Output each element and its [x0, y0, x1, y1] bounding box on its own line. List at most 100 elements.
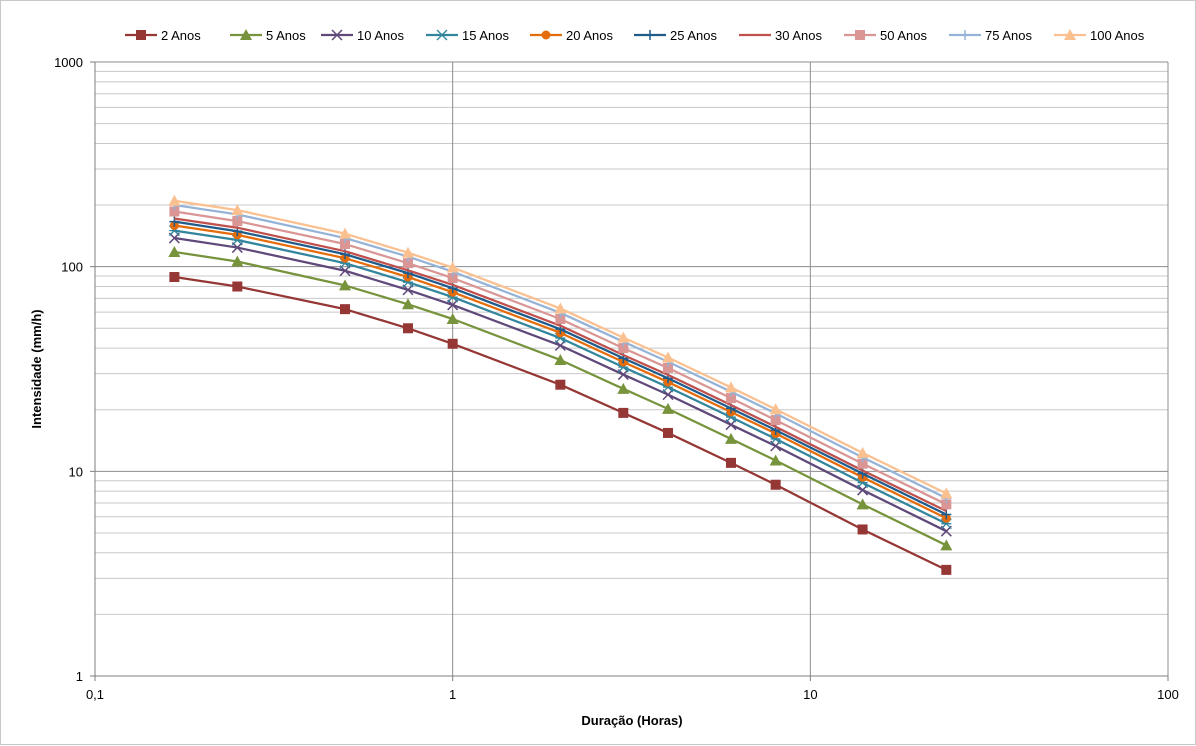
legend-label: 20 Anos [566, 28, 613, 43]
data-point [769, 454, 782, 466]
data-point [618, 343, 629, 354]
data-point [940, 487, 953, 499]
data-point [402, 284, 414, 296]
legend-entry: 75 Anos [949, 28, 1032, 43]
series-line [174, 224, 947, 520]
data-point [770, 479, 781, 490]
data-point [331, 29, 343, 41]
data-point [446, 313, 459, 325]
data-point [402, 323, 413, 334]
data-point [725, 393, 736, 404]
data-point [401, 246, 414, 258]
legend-entry: 50 Anos [844, 28, 927, 43]
data-point [855, 30, 865, 40]
legend-label: 25 Anos [670, 28, 717, 43]
legend-entry: 2 Anos [125, 28, 201, 43]
data-point [769, 403, 782, 415]
data-point [770, 415, 781, 426]
x-tick-label: 10 [803, 687, 817, 702]
y-tick-label: 100 [61, 260, 83, 275]
data-point [169, 272, 180, 283]
data-point [940, 539, 953, 551]
legend-label: 50 Anos [880, 28, 927, 43]
legend-label: 5 Anos [266, 28, 306, 43]
series-100-anos [168, 194, 953, 499]
data-point [662, 402, 675, 414]
data-point [136, 30, 146, 40]
x-axis-title: Duração (Horas) [581, 713, 682, 728]
data-point [941, 509, 952, 520]
series-15-anos [168, 225, 952, 530]
data-point [232, 216, 243, 227]
series-2-anos [169, 272, 952, 575]
data-point [555, 379, 566, 390]
series-30-anos [174, 217, 947, 513]
series [168, 194, 953, 575]
y-tick-label: 1000 [54, 55, 83, 70]
series-line [174, 220, 947, 516]
data-point [447, 273, 458, 284]
data-point [618, 407, 629, 418]
data-point [941, 564, 952, 575]
data-point [856, 446, 869, 458]
data-point [857, 524, 868, 535]
data-point [231, 255, 244, 267]
data-point [240, 29, 252, 40]
legend-entry: 15 Anos [426, 28, 509, 43]
legend-entry: 5 Anos [230, 28, 306, 43]
y-tick-label: 1 [76, 669, 83, 684]
legend-entry: 25 Anos [634, 28, 717, 43]
data-point [338, 279, 351, 291]
data-point [339, 239, 350, 250]
legend-label: 30 Anos [775, 28, 822, 43]
series-line [174, 217, 947, 513]
legend-entry: 30 Anos [739, 28, 822, 43]
data-point [541, 30, 551, 40]
data-point [617, 331, 630, 343]
data-point [663, 362, 674, 373]
legend-entry: 10 Anos [321, 28, 404, 43]
series-line [174, 229, 947, 525]
x-tick-label: 0,1 [86, 687, 104, 702]
series-line [174, 210, 947, 506]
data-point [446, 261, 459, 273]
data-point [645, 30, 655, 40]
data-point [447, 338, 458, 349]
data-point [662, 351, 675, 363]
legend-label: 10 Anos [357, 28, 404, 43]
data-point [168, 245, 181, 257]
data-point [402, 258, 413, 269]
data-point [339, 304, 350, 315]
data-point [231, 204, 244, 216]
data-point [725, 457, 736, 468]
data-point [857, 458, 868, 469]
legend-entry: 100 Anos [1054, 28, 1145, 43]
data-point [447, 299, 459, 311]
data-point [663, 427, 674, 438]
data-point [724, 432, 737, 444]
legend: 2 Anos 5 Anos 10 Anos 15 Anos 20 Anos 25 Anos… [125, 28, 1145, 43]
legend-entry: 20 Anos [530, 28, 613, 43]
data-point [941, 499, 952, 510]
y-tick-label: 10 [69, 464, 83, 479]
x-tick-label: 100 [1157, 687, 1179, 702]
data-point [436, 29, 448, 41]
series-line [174, 236, 947, 533]
legend-label: 75 Anos [985, 28, 1032, 43]
data-point [169, 206, 180, 217]
data-point [168, 194, 181, 206]
data-point [555, 314, 566, 325]
data-point [856, 498, 869, 510]
series-25-anos [169, 216, 952, 520]
legend-label: 15 Anos [462, 28, 509, 43]
data-point [554, 302, 567, 314]
y-axis-title: Intensidade (mm/h) [29, 309, 44, 428]
series-5-anos [168, 245, 953, 551]
data-point [554, 353, 567, 365]
data-point [169, 216, 180, 227]
x-tick-label: 1 [449, 687, 456, 702]
data-point [724, 381, 737, 393]
legend-label: 100 Anos [1090, 28, 1145, 43]
